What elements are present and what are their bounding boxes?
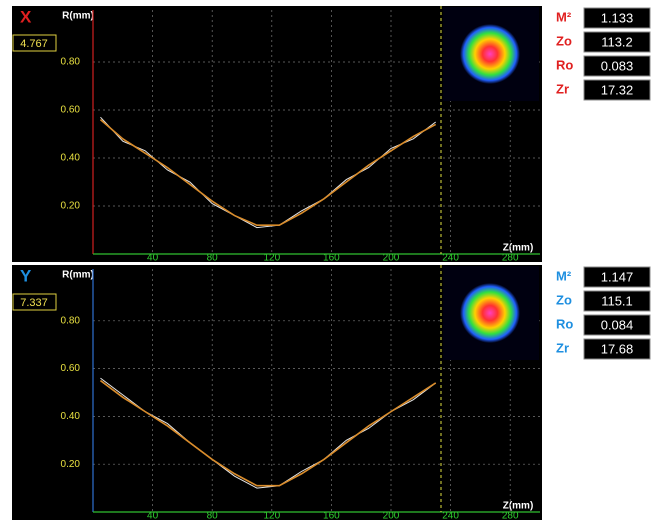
y-tick-label: 0.80: [61, 57, 81, 68]
axis-name: X: [20, 7, 32, 26]
param-value: 17.68: [601, 341, 634, 356]
readout: 4.767: [20, 38, 48, 50]
y-tick-label: 0.40: [61, 153, 81, 164]
y-axis-label: R(mm): [62, 11, 94, 22]
param-value: 1.133: [601, 10, 634, 25]
y-tick-label: 0.60: [61, 363, 81, 374]
param-label: Zo: [556, 292, 572, 307]
readout: 7.337: [20, 297, 48, 309]
param-label: Zo: [556, 33, 572, 48]
param-label: M²: [556, 268, 572, 283]
y-tick-label: 0.20: [61, 459, 81, 470]
axis-name: Y: [20, 266, 32, 285]
app-window: X4.767R(mm)Z(mm)0.200.400.600.8040801201…: [0, 0, 660, 520]
param-value: 115.1: [601, 293, 633, 308]
param-label: Ro: [556, 316, 573, 331]
y-tick-label: 0.20: [61, 201, 81, 212]
param-value: 0.083: [601, 58, 634, 73]
param-label: Ro: [556, 57, 573, 72]
beam-image: [460, 283, 520, 343]
y-tick-label: 0.40: [61, 411, 81, 422]
param-label: M²: [556, 9, 572, 24]
beam-image: [460, 24, 520, 84]
y-tick-label: 0.80: [61, 315, 81, 326]
param-label: Zr: [556, 81, 569, 96]
param-value: 1.147: [601, 269, 634, 284]
y-axis-label: R(mm): [62, 270, 94, 281]
param-value: 0.084: [601, 317, 634, 332]
param-value: 17.32: [601, 82, 634, 97]
param-label: Zr: [556, 340, 569, 355]
param-value: 113.2: [601, 34, 633, 49]
y-tick-label: 0.60: [61, 105, 81, 116]
